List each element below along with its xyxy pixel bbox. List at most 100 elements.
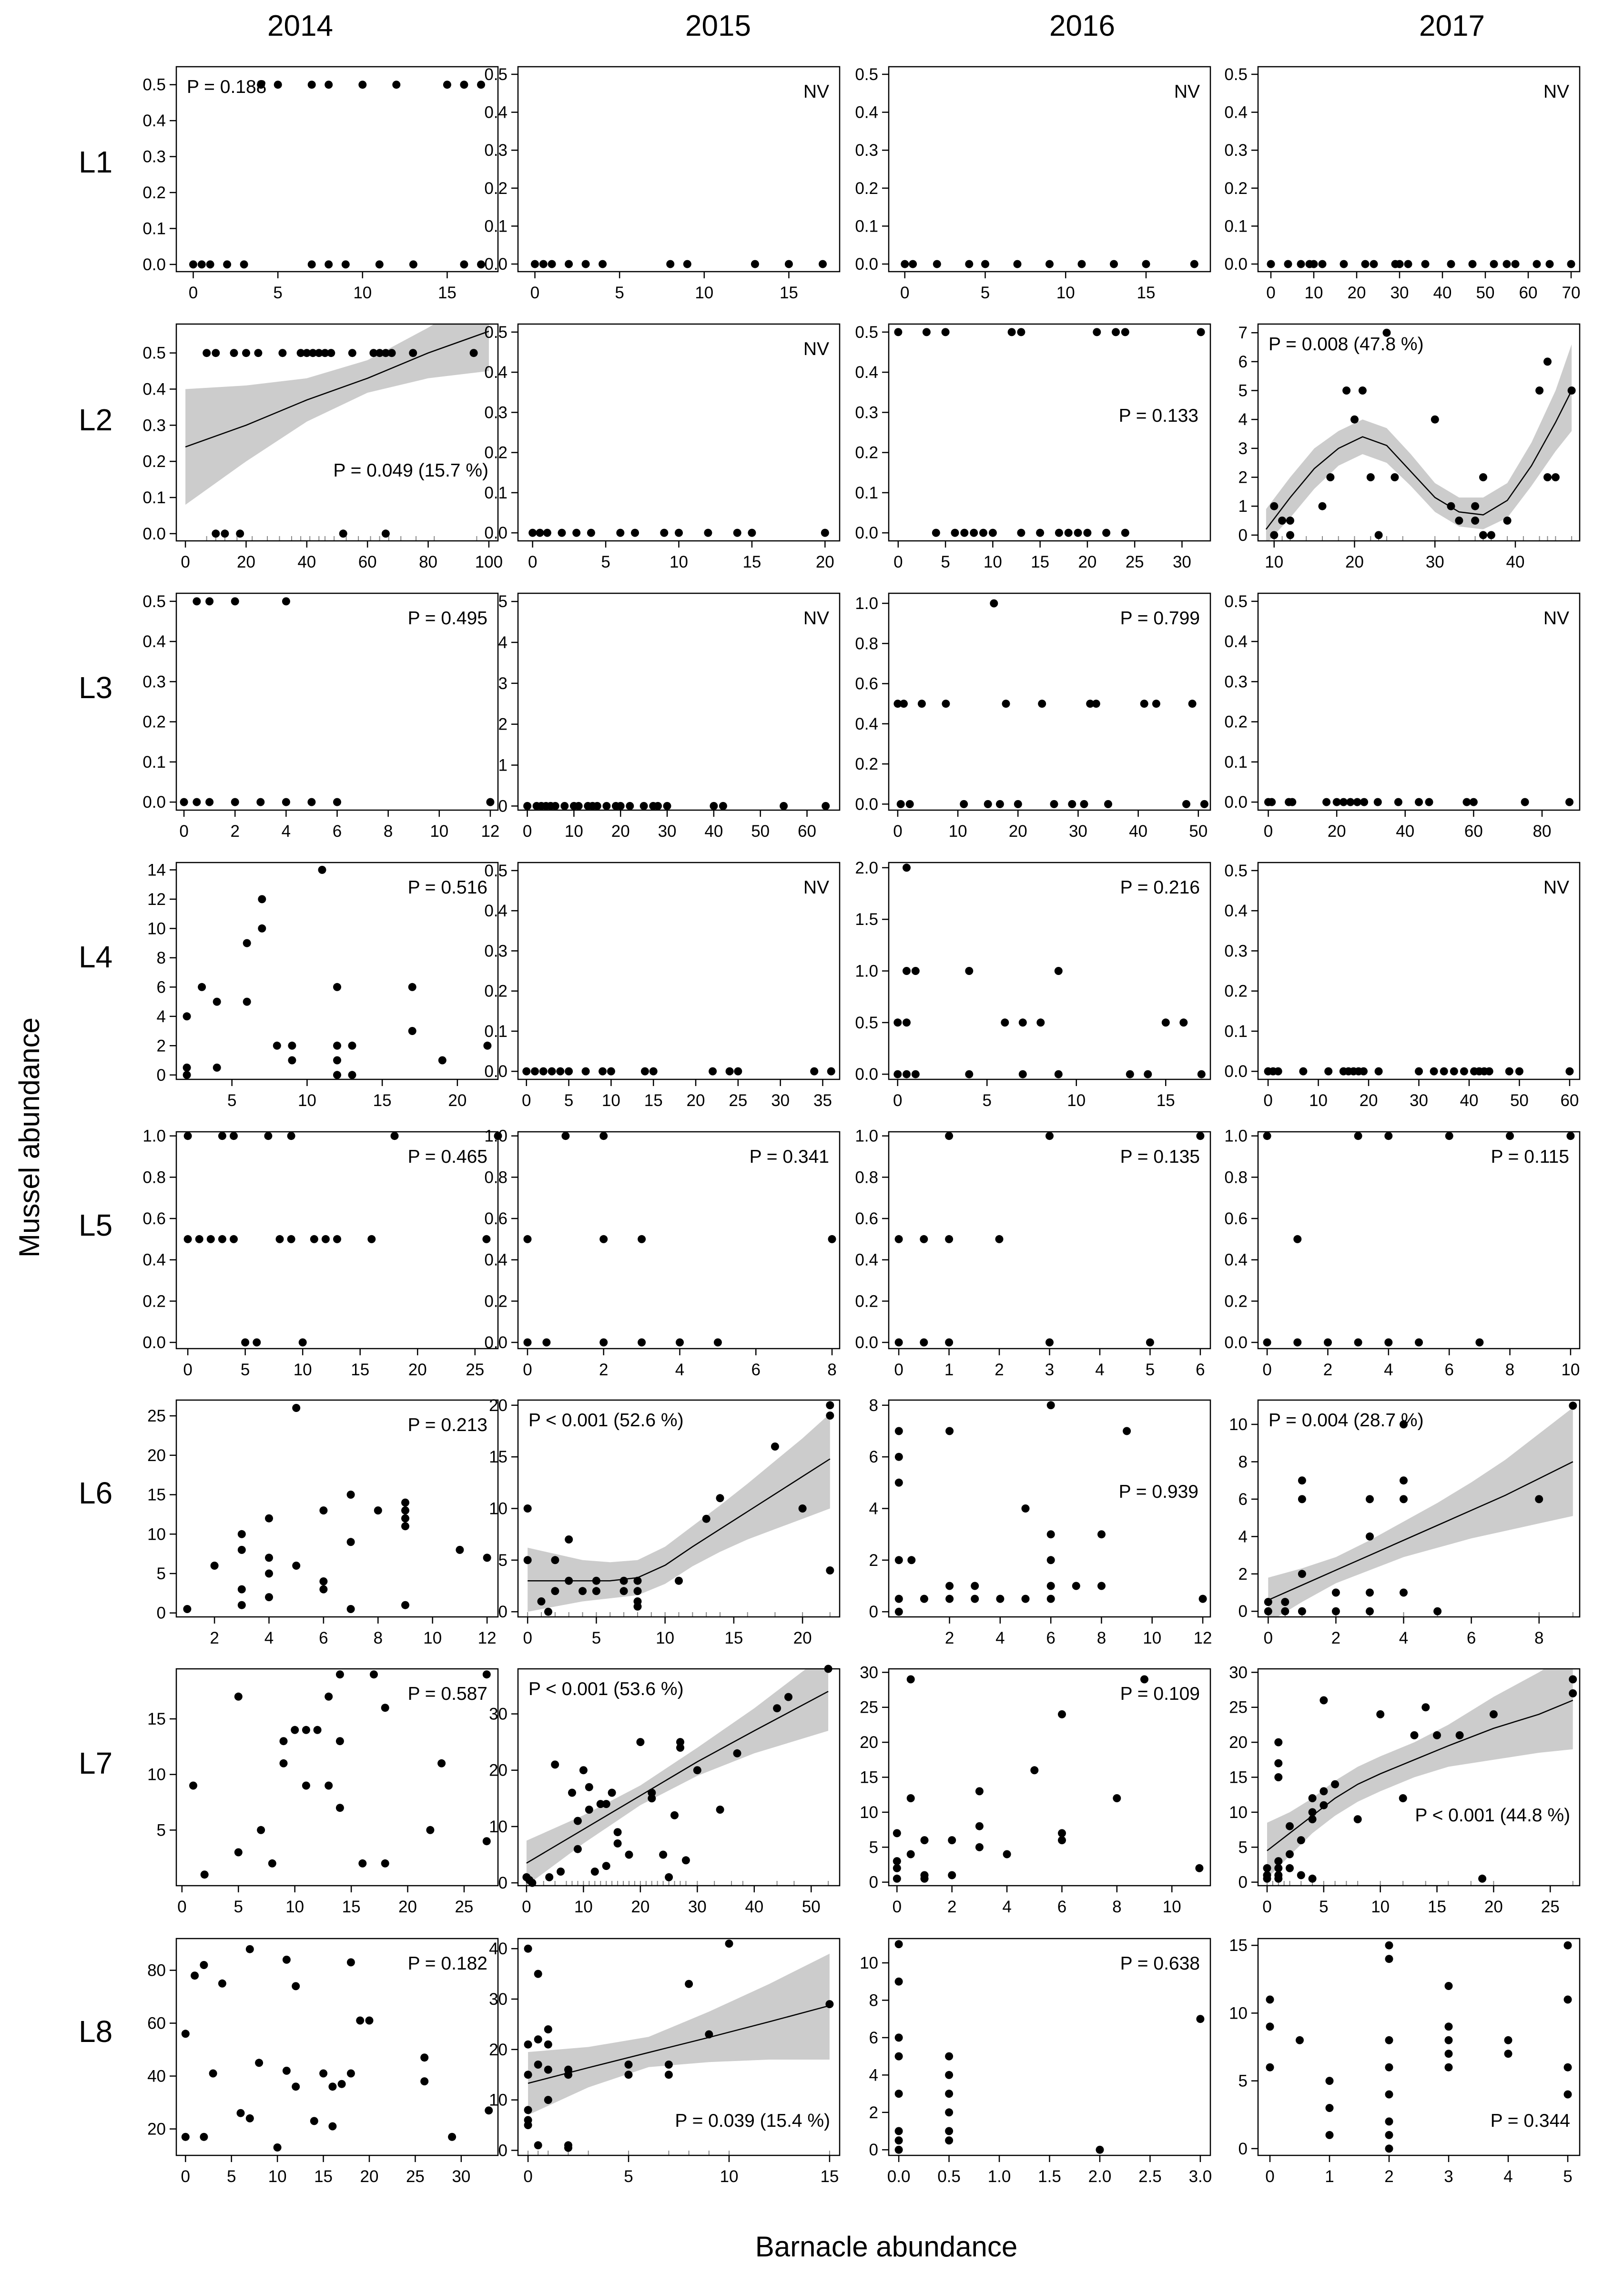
data-point	[1324, 1338, 1332, 1347]
data-point	[1431, 415, 1439, 424]
data-point	[1286, 1850, 1294, 1859]
y-tick-label: 0.1	[142, 488, 166, 507]
x-tick-label: 5	[601, 553, 610, 571]
data-point	[328, 2082, 337, 2091]
data-point	[1430, 1067, 1438, 1076]
data-point	[551, 1760, 559, 1769]
y-tick-label: 40	[147, 2067, 166, 2086]
data-point	[1326, 473, 1335, 481]
x-tick-label: 25	[466, 1361, 484, 1379]
data-point	[1545, 260, 1554, 268]
data-point	[213, 1063, 221, 1072]
x-tick-label: 20	[1078, 553, 1096, 571]
data-point	[995, 1235, 1004, 1243]
x-tick-label: 3.0	[1189, 2167, 1212, 2186]
x-tick-label: 2.5	[1138, 2167, 1162, 2186]
x-tick-label: 60	[1464, 822, 1483, 841]
x-tick-label: 5	[615, 284, 624, 302]
plot-frame	[517, 1668, 841, 1887]
y-tick-label: 0.4	[855, 363, 878, 382]
x-tick-label: 4	[264, 1629, 274, 1647]
p-value-annotation: P = 0.213	[408, 1415, 487, 1435]
data-point	[702, 1514, 710, 1523]
data-point	[945, 1132, 954, 1140]
data-point	[545, 1873, 554, 1881]
confidence-band	[528, 1953, 830, 2115]
data-point	[676, 1338, 684, 1347]
y-tick-label: 30	[489, 1705, 508, 1724]
x-tick-label: 2	[945, 1629, 954, 1647]
data-point	[1110, 260, 1118, 268]
data-point	[287, 1235, 295, 1243]
data-point	[909, 260, 917, 268]
data-point	[381, 349, 390, 357]
data-point	[333, 983, 341, 991]
y-tick-label: 0.4	[484, 103, 508, 122]
y-tick-label: 40	[489, 1940, 508, 1958]
data-point	[798, 1504, 807, 1513]
data-point	[1086, 700, 1095, 708]
data-point	[1017, 528, 1025, 537]
data-point	[524, 2121, 532, 2129]
data-point	[705, 2030, 713, 2039]
y-tick-label: 0.5	[855, 65, 878, 84]
data-point	[988, 528, 997, 537]
data-point	[408, 983, 416, 991]
x-tick-label: 40	[1506, 553, 1525, 571]
data-point	[1340, 260, 1348, 268]
panel-l7-2015: 0 10 20 30 40 50 0 10 20 30 P < 0.001 (53.6 %)	[489, 1665, 841, 1916]
data-point	[894, 1338, 903, 1347]
data-point	[995, 800, 1004, 808]
data-point	[381, 1704, 389, 1712]
column-headers: 2014 2015 2016 2017	[267, 10, 1485, 42]
x-tick-label: 30	[1069, 822, 1087, 841]
data-point	[376, 349, 384, 357]
y-tick-label: 0.5	[855, 1014, 878, 1032]
x-tick-label: 0	[893, 1091, 902, 1110]
data-point	[1182, 800, 1190, 808]
data-point	[1077, 260, 1086, 268]
x-tick-label: 8	[384, 822, 393, 841]
data-point	[253, 1338, 261, 1347]
data-point	[264, 1132, 273, 1140]
data-point	[965, 967, 974, 975]
p-value-annotation: P < 0.001 (44.8 %)	[1415, 1805, 1570, 1826]
data-point	[528, 1879, 537, 1887]
data-point	[1036, 1018, 1045, 1027]
y-tick-label: 15	[1229, 1768, 1248, 1787]
data-point	[212, 349, 220, 357]
confidence-band	[526, 1669, 829, 1886]
data-point	[180, 798, 188, 806]
y-tick-label: 0.8	[1224, 1168, 1248, 1187]
data-point	[675, 1576, 683, 1585]
y-tick-label: 0.5	[1224, 862, 1248, 880]
x-tick-label: 10	[298, 1091, 316, 1110]
x-tick-label: 6	[1057, 1898, 1066, 1916]
data-point	[1505, 1067, 1513, 1076]
plot-frame	[1257, 1131, 1581, 1350]
y-tick-label: 2	[157, 1036, 166, 1055]
y-tick-label: 0.4	[142, 380, 166, 399]
data-point	[1469, 798, 1478, 806]
data-point	[257, 1826, 265, 1834]
data-point	[279, 1759, 288, 1767]
data-point	[942, 700, 950, 708]
data-point	[539, 260, 548, 268]
data-point	[1197, 328, 1205, 336]
data-point	[639, 802, 648, 810]
x-tick-label: 0	[894, 1361, 903, 1379]
data-point	[1455, 1731, 1464, 1739]
data-point	[1064, 528, 1073, 537]
data-point	[274, 81, 282, 89]
x-tick-label: 5	[1146, 1361, 1155, 1379]
x-tick-label: 0	[893, 1898, 902, 1916]
panel-l3-2016: 0 10 20 30 40 50 0.0 0.2 0.4 0.6 0.8 1.0 P = 0.799	[855, 592, 1211, 841]
data-point	[198, 983, 206, 991]
data-point	[1161, 1018, 1170, 1027]
x-tick-label: 30	[1426, 553, 1444, 571]
x-tick-label: 15	[780, 284, 798, 302]
x-tick-label: 1.5	[1038, 2167, 1061, 2186]
y-tick-label: 1.0	[855, 594, 878, 613]
y-tick-label: 5	[1238, 1838, 1248, 1857]
x-tick-label: 2	[210, 1629, 219, 1647]
